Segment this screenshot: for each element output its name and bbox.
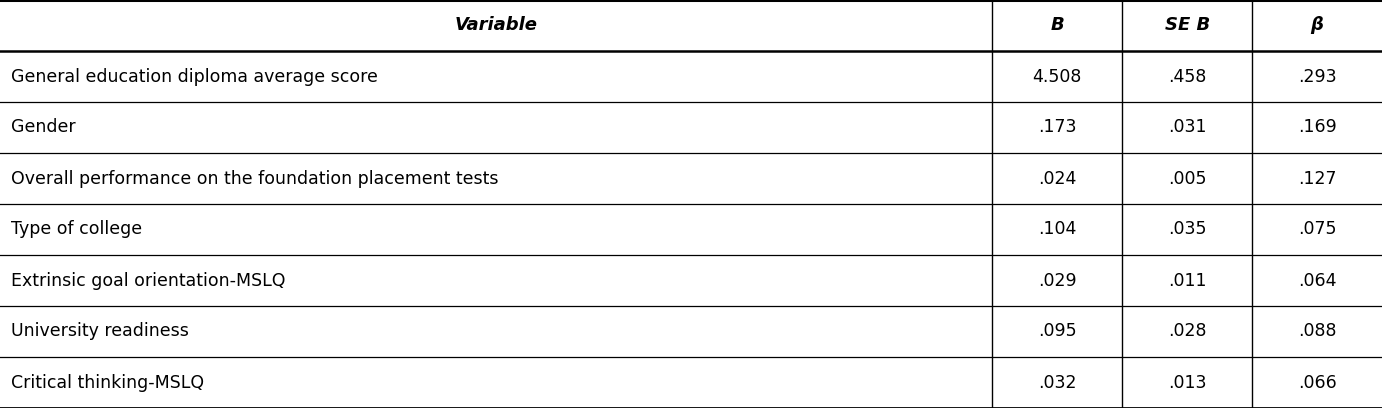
Text: .028: .028 xyxy=(1168,322,1206,341)
Text: β: β xyxy=(1310,16,1324,35)
Text: University readiness: University readiness xyxy=(11,322,189,341)
Text: .029: .029 xyxy=(1038,271,1077,290)
Text: .035: .035 xyxy=(1168,220,1206,239)
Text: .013: .013 xyxy=(1168,373,1206,392)
Text: .104: .104 xyxy=(1038,220,1077,239)
Text: Overall performance on the foundation placement tests: Overall performance on the foundation pl… xyxy=(11,169,499,188)
Text: SE B: SE B xyxy=(1165,16,1209,35)
Text: .173: .173 xyxy=(1038,118,1077,137)
Text: .169: .169 xyxy=(1298,118,1336,137)
Text: Critical thinking-MSLQ: Critical thinking-MSLQ xyxy=(11,373,205,392)
Text: .032: .032 xyxy=(1038,373,1077,392)
Text: .024: .024 xyxy=(1038,169,1077,188)
Text: .458: .458 xyxy=(1168,67,1206,86)
Text: Gender: Gender xyxy=(11,118,76,137)
Text: General education diploma average score: General education diploma average score xyxy=(11,67,377,86)
Text: .011: .011 xyxy=(1168,271,1206,290)
Text: .066: .066 xyxy=(1298,373,1336,392)
Text: 4.508: 4.508 xyxy=(1032,67,1082,86)
Text: .293: .293 xyxy=(1298,67,1336,86)
Text: .064: .064 xyxy=(1298,271,1336,290)
Text: Type of college: Type of college xyxy=(11,220,142,239)
Text: Extrinsic goal orientation-MSLQ: Extrinsic goal orientation-MSLQ xyxy=(11,271,286,290)
Text: B: B xyxy=(1050,16,1064,35)
Text: .088: .088 xyxy=(1298,322,1336,341)
Text: Variable: Variable xyxy=(455,16,538,35)
Text: .095: .095 xyxy=(1038,322,1077,341)
Text: .031: .031 xyxy=(1168,118,1206,137)
Text: .127: .127 xyxy=(1298,169,1336,188)
Text: .075: .075 xyxy=(1298,220,1336,239)
Text: .005: .005 xyxy=(1168,169,1206,188)
